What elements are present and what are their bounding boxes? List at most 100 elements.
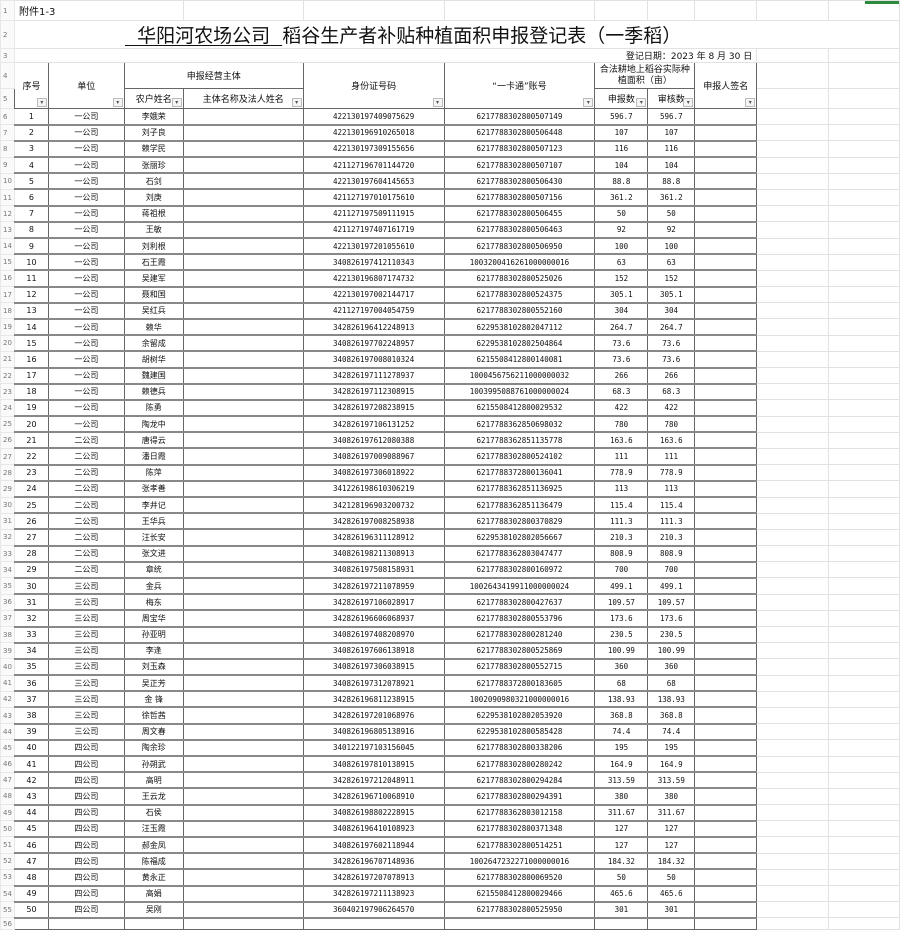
cell-id-number[interactable]: 342826197106131252 [302, 415, 445, 434]
row-number[interactable]: 31 [0, 512, 15, 530]
cell-id-number[interactable]: 422130197409075629 [302, 107, 445, 126]
empty-cell[interactable] [756, 366, 830, 385]
cell-id-number[interactable]: 342826197008258938 [302, 512, 445, 531]
cell-unit[interactable]: 三公司 [47, 577, 125, 596]
cell-approved[interactable]: 164.9 [647, 755, 696, 774]
row-number[interactable]: 18 [0, 302, 15, 320]
empty-cell[interactable] [828, 334, 900, 352]
cell-declared[interactable]: 808.9 [594, 545, 649, 563]
cell-signature[interactable] [694, 496, 758, 515]
cell-card-account[interactable]: 6217788302800506448 [443, 124, 596, 142]
cell-entity-name[interactable] [182, 836, 304, 855]
cell-unit[interactable]: 一公司 [47, 286, 125, 304]
cell-signature[interactable] [694, 447, 758, 466]
cell-entity-name[interactable] [182, 205, 304, 223]
cell-unit[interactable]: 三公司 [47, 642, 125, 660]
cell-farmer-name[interactable]: 金兵 [123, 577, 184, 596]
row-number[interactable]: 20 [0, 334, 15, 352]
cell-approved[interactable]: 210.3 [647, 528, 696, 547]
cell-unit[interactable]: 一公司 [47, 172, 125, 191]
cell-declared[interactable]: 74.4 [594, 723, 649, 741]
cell-id-number[interactable]: 340826197612080388 [302, 431, 445, 450]
cell-farmer-name[interactable]: 赖德兵 [123, 383, 184, 401]
cell-declared[interactable]: 73.6 [594, 350, 649, 369]
cell-id-number[interactable]: 342826196311128912 [302, 528, 445, 547]
cell-entity-name[interactable] [182, 188, 304, 207]
cell-farmer-name[interactable]: 陶龙中 [123, 415, 184, 434]
cell-unit[interactable]: 三公司 [47, 625, 125, 644]
cell-card-account[interactable]: 6229538102802047112 [443, 318, 596, 337]
empty-cell[interactable] [694, 917, 758, 930]
cell-signature[interactable] [694, 852, 758, 871]
cell-unit[interactable]: 一公司 [47, 318, 125, 337]
cell-seq[interactable]: 47 [13, 852, 49, 871]
cell-approved[interactable]: 195 [647, 739, 696, 758]
empty-cell[interactable] [13, 917, 49, 930]
cell-seq[interactable]: 16 [13, 350, 49, 369]
row-number[interactable]: 15 [0, 253, 15, 271]
cell-farmer-name[interactable]: 梅东 [123, 593, 184, 612]
cell-declared[interactable]: 127 [594, 820, 649, 838]
empty-cell[interactable] [756, 625, 830, 644]
empty-cell[interactable] [47, 917, 125, 930]
cell-farmer-name[interactable]: 陈福成 [123, 852, 184, 871]
row-number[interactable]: 53 [0, 868, 15, 887]
cell-card-account[interactable]: 6215508412800029466 [443, 884, 596, 903]
cell-card-account[interactable]: 6215508412800029532 [443, 399, 596, 418]
cell-approved[interactable]: 361.2 [647, 188, 696, 207]
empty-cell[interactable] [828, 917, 900, 930]
cell-seq[interactable]: 19 [13, 399, 49, 418]
cell-declared[interactable]: 313.59 [594, 771, 649, 790]
cell-id-number[interactable]: 340826197508158931 [302, 561, 445, 579]
cell-card-account[interactable]: 6217788302800552160 [443, 302, 596, 320]
cell-card-account[interactable]: 6217788302800370829 [443, 512, 596, 531]
cell-card-account[interactable]: 6217788302800553796 [443, 609, 596, 628]
cell-card-account[interactable]: 1003200416261000000016 [443, 253, 596, 272]
cell-entity-name[interactable] [182, 107, 304, 126]
cell-signature[interactable] [694, 820, 758, 838]
cell-declared[interactable]: 778.9 [594, 464, 649, 482]
cell-farmer-name[interactable]: 赖学民 [123, 140, 184, 159]
header-approved[interactable]: 审核数 ▾ [647, 88, 696, 109]
cell-seq[interactable]: 13 [13, 302, 49, 320]
cell-entity-name[interactable] [182, 528, 304, 547]
cell-approved[interactable]: 111 [647, 447, 696, 466]
cell-declared[interactable]: 115.4 [594, 496, 649, 515]
cell-entity-name[interactable] [182, 334, 304, 353]
cell-entity-name[interactable] [182, 496, 304, 515]
filter-dropdown-icon[interactable]: ▾ [683, 98, 694, 107]
cell-unit[interactable]: 一公司 [47, 253, 125, 272]
cell-declared[interactable]: 68 [594, 674, 649, 693]
cell-id-number[interactable]: 342826197211078959 [302, 577, 445, 596]
cell-id-number[interactable]: 340826197810138915 [302, 755, 445, 774]
cell-card-account[interactable]: 6229538102802053920 [443, 706, 596, 725]
cell-declared[interactable]: 63 [594, 253, 649, 272]
cell-signature[interactable] [694, 156, 758, 175]
cell-signature[interactable] [694, 107, 758, 126]
empty-cell[interactable] [756, 917, 830, 930]
cell-declared[interactable]: 780 [594, 415, 649, 434]
cell-declared[interactable]: 311.67 [594, 804, 649, 822]
cell-declared[interactable]: 304 [594, 302, 649, 320]
cell-card-account[interactable]: 6217788372800183605 [443, 674, 596, 693]
cell-seq[interactable]: 2 [13, 124, 49, 142]
cell-approved[interactable]: 230.5 [647, 625, 696, 644]
empty-cell[interactable] [756, 286, 830, 304]
cell-approved[interactable]: 63 [647, 253, 696, 272]
cell-entity-name[interactable] [182, 172, 304, 191]
cell-card-account[interactable]: 6217788372800136041 [443, 464, 596, 482]
cell-unit[interactable]: 一公司 [47, 188, 125, 207]
row-number[interactable]: 19 [0, 318, 15, 336]
empty-cell[interactable] [828, 561, 900, 579]
cell-declared[interactable]: 127 [594, 836, 649, 855]
cell-entity-name[interactable] [182, 609, 304, 628]
cell-declared[interactable]: 163.6 [594, 431, 649, 450]
cell-declared[interactable]: 50 [594, 868, 649, 887]
cell-signature[interactable] [694, 286, 758, 304]
cell-card-account[interactable]: 1003995088761000000024 [443, 383, 596, 401]
cell-entity-name[interactable] [182, 447, 304, 466]
cell-unit[interactable]: 三公司 [47, 690, 125, 709]
empty-cell[interactable] [443, 917, 596, 930]
empty-cell[interactable] [828, 140, 900, 158]
cell-unit[interactable]: 三公司 [47, 593, 125, 612]
